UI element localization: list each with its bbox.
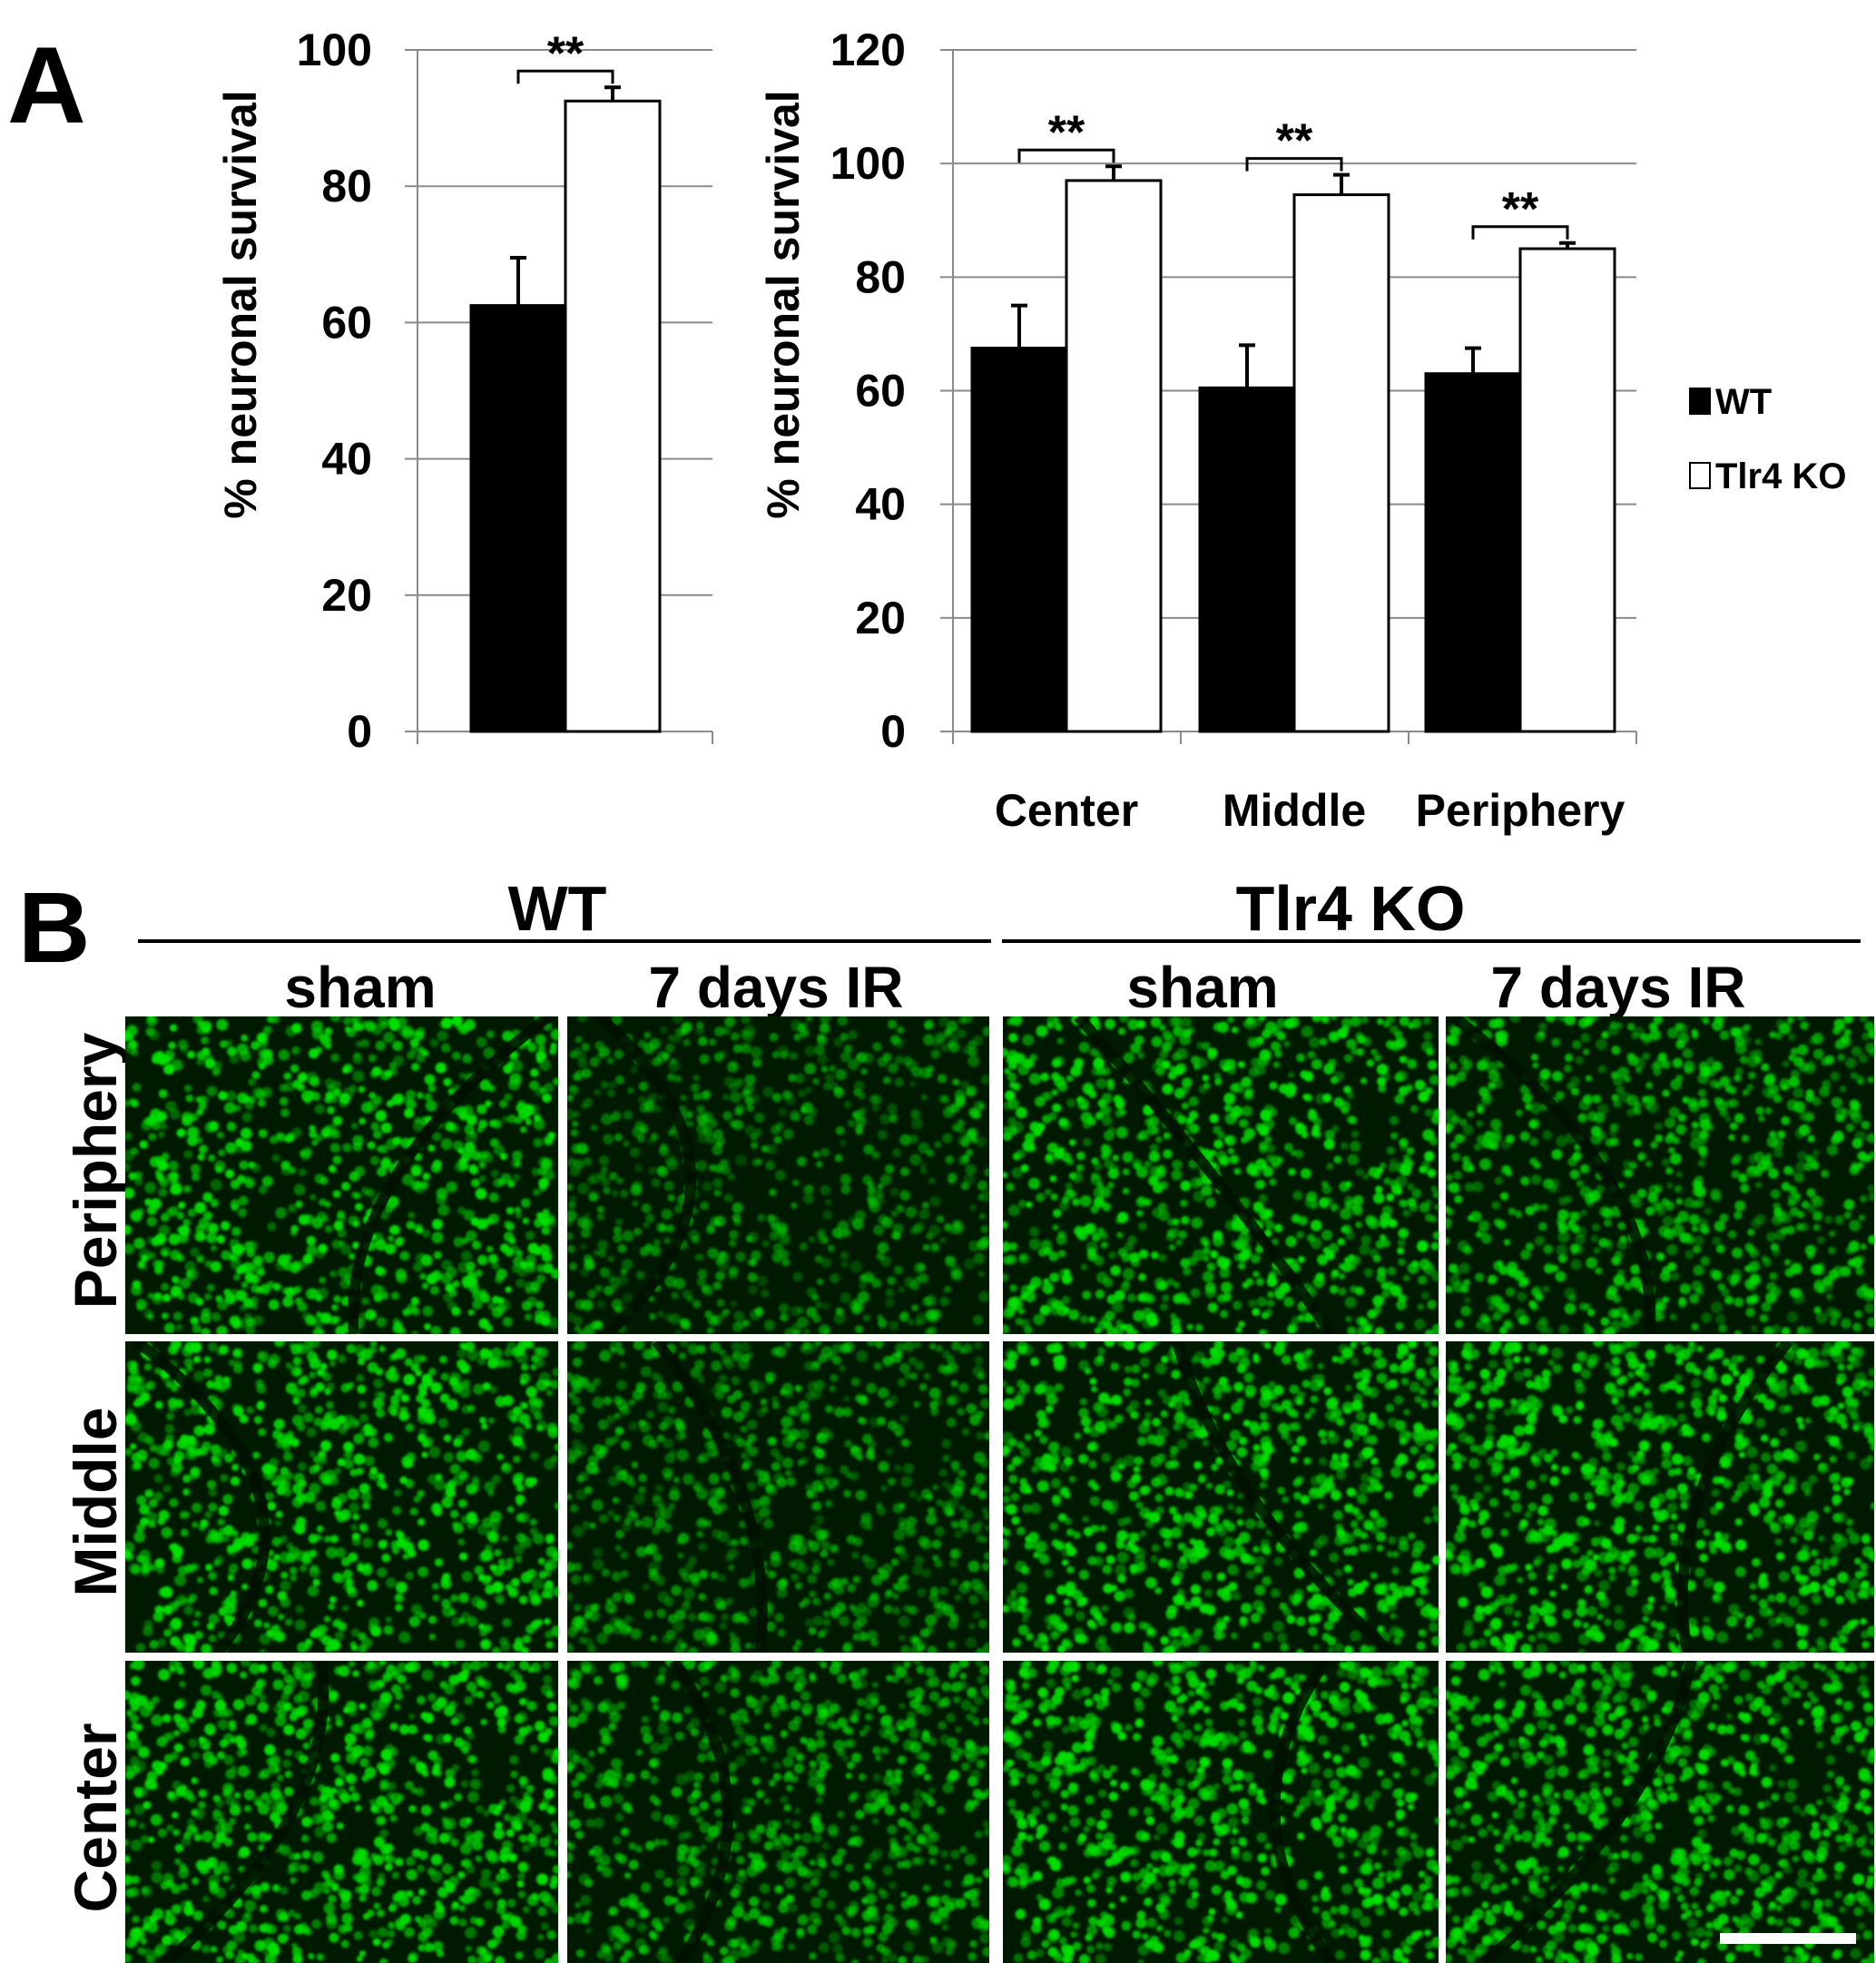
micrograph-cell (1003, 1661, 1439, 1963)
column-header-wt-sham: sham (284, 955, 436, 1020)
chart-regions: 0 20 40 60 80 100 120 % neuronal survival ** Cent… (758, 25, 1637, 836)
blood-vessel (669, 1661, 733, 1963)
row-label-middle: Middle (62, 1408, 129, 1597)
micrograph-cell (1446, 1661, 1874, 1963)
significance-bracket (516, 69, 614, 84)
bar-tlr4ko (1292, 193, 1390, 733)
bar-wt (1424, 372, 1522, 733)
column-header-ko-sham: sham (1126, 955, 1278, 1020)
bar-tlr4ko (564, 99, 662, 733)
panel-b-headers: WT Tlr4 KO sham 7 days IR sham 7 days IR… (62, 873, 1861, 1913)
micrograph-cell (125, 1661, 558, 1963)
bar-wt (970, 347, 1068, 733)
legend-label-tlr4ko: Tlr4 KO (1715, 456, 1846, 496)
cell-nuclei (1003, 1661, 1439, 1963)
cell-nuclei (1446, 1341, 1874, 1653)
micrograph-cell (567, 1661, 989, 1963)
y-tick-label: 0 (880, 706, 906, 757)
group-header-wt: WT (508, 873, 607, 944)
micrograph-cell (1446, 1341, 1874, 1653)
cell-nuclei (567, 1661, 989, 1963)
y-tick-label: 40 (321, 434, 372, 485)
micrograph-grid (125, 1016, 1874, 1963)
legend-swatch-tlr4ko (1689, 462, 1711, 489)
significance-label: ** (1048, 106, 1085, 159)
x-tick-label: Center (995, 785, 1138, 836)
bar-wt (469, 304, 567, 733)
legend-label-wt: WT (1715, 382, 1772, 422)
significance-label: ** (1502, 183, 1539, 236)
y-tick-label: 60 (855, 366, 906, 417)
cell-nuclei (1446, 1016, 1874, 1334)
micrograph-cell (125, 1016, 558, 1334)
y-axis-label: % neuronal survival (758, 90, 809, 518)
y-tick-label: 120 (830, 25, 906, 75)
micrograph-cell (1003, 1016, 1439, 1334)
blood-vessel (1449, 1016, 1656, 1334)
legend: WT Tlr4 KO (1689, 382, 1846, 496)
x-tick-label: Periphery (1416, 785, 1626, 836)
y-tick-label: 80 (855, 251, 906, 302)
y-tick-label: 40 (855, 479, 906, 530)
x-tick-label: Middle (1223, 785, 1366, 836)
bar-wt (1198, 386, 1296, 733)
micrograph-cell (567, 1341, 989, 1653)
blood-vessel (347, 1016, 553, 1334)
y-tick-label: 100 (830, 138, 906, 189)
column-header-wt-ir: 7 days IR (648, 955, 903, 1020)
panel-a-label: A (7, 25, 86, 146)
group-header-tlr4ko: Tlr4 KO (1236, 873, 1466, 944)
blood-vessel (1269, 1661, 1337, 1963)
blood-vessel (1171, 1341, 1395, 1653)
cell-nuclei (125, 1341, 558, 1653)
blood-vessel (594, 1016, 697, 1334)
blood-vessel (1676, 1341, 1793, 1653)
blood-vessel (1074, 1016, 1336, 1334)
y-tick-label: 0 (347, 706, 372, 757)
column-header-ko-ir: 7 days IR (1490, 955, 1745, 1020)
significance-bracket (1471, 225, 1569, 240)
y-tick-label: 20 (321, 570, 372, 621)
micrograph-cell (567, 1016, 989, 1334)
blood-vessel (161, 1661, 329, 1963)
micrograph-cell (125, 1341, 558, 1653)
bar-tlr4ko (1065, 179, 1163, 733)
scale-bar (1720, 1933, 1856, 1944)
y-tick-label: 20 (855, 593, 906, 643)
y-tick-label: 80 (321, 161, 372, 211)
blood-vessel (133, 1341, 270, 1653)
cell-nuclei (567, 1016, 989, 1334)
significance-label: ** (1276, 115, 1313, 168)
y-tick-label: 100 (297, 25, 372, 75)
significance-bracket (1245, 157, 1343, 172)
micrograph-cell (1446, 1016, 1874, 1334)
panel-b-label: B (18, 872, 90, 984)
blood-vessel (1479, 1661, 1697, 1963)
micrograph-cell (1003, 1341, 1439, 1653)
y-tick-label: 60 (321, 297, 372, 348)
cell-nuclei (567, 1341, 989, 1653)
chart-overall: 0 20 40 60 80 100 % neuronal survival ** (215, 25, 713, 757)
significance-label: ** (547, 27, 584, 80)
significance-bracket (1017, 148, 1115, 163)
y-axis-label: % neuronal survival (215, 90, 266, 518)
row-label-periphery: Periphery (62, 1032, 129, 1309)
bar-tlr4ko (1518, 247, 1616, 733)
blood-vessel (652, 1341, 768, 1653)
legend-swatch-wt (1689, 388, 1711, 415)
row-label-center: Center (62, 1723, 129, 1912)
